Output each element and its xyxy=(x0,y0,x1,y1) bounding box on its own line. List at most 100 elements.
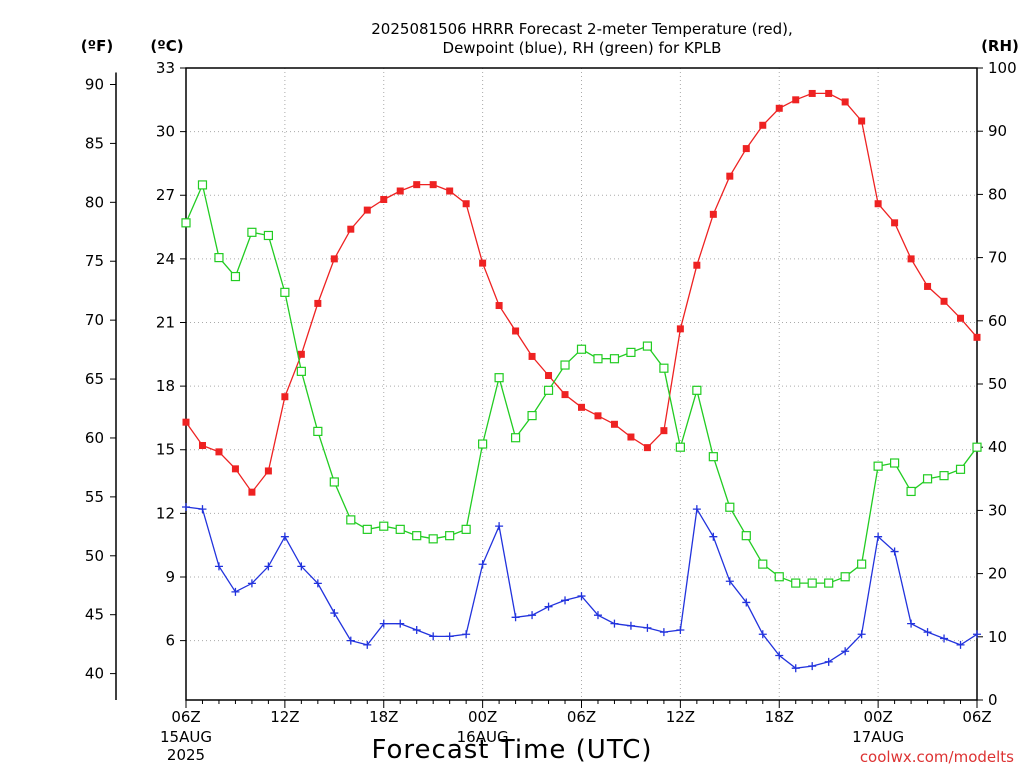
rh-point xyxy=(609,354,620,364)
rh-point xyxy=(758,559,768,569)
rh-series xyxy=(181,180,982,588)
rh-point xyxy=(560,360,570,370)
rh-point xyxy=(939,471,949,481)
dewpoint-point xyxy=(791,664,800,673)
temperature-point xyxy=(792,96,800,104)
dewpoint-point xyxy=(692,505,701,514)
temperature-point xyxy=(594,412,602,420)
fahrenheit-tick-label: 60 xyxy=(85,429,104,447)
dewpoint-point xyxy=(429,632,438,641)
time-tick-label: 00Z xyxy=(863,708,892,726)
rh-point xyxy=(280,287,290,297)
dewpoint-series xyxy=(182,503,981,673)
rh-point xyxy=(576,344,587,354)
rh-point xyxy=(230,271,241,282)
dewpoint-point xyxy=(363,640,372,649)
dewpoint-point xyxy=(709,532,718,541)
temperature-point xyxy=(363,206,371,214)
dewpoint-point xyxy=(775,651,784,660)
temperature-point xyxy=(973,333,981,341)
dewpoint-point xyxy=(412,626,421,635)
temperature-point xyxy=(413,181,421,189)
temperature-point xyxy=(479,259,487,267)
temperature-point xyxy=(462,200,470,208)
temperature-point xyxy=(627,433,635,441)
celsius-tick-label: 18 xyxy=(156,377,175,395)
time-tick-label: 12Z xyxy=(666,708,695,726)
dewpoint-point xyxy=(890,547,899,556)
temperature-point xyxy=(693,261,701,269)
time-tick-label: 18Z xyxy=(369,708,398,726)
temperature-point xyxy=(396,187,404,195)
celsius-tick-label: 27 xyxy=(156,186,175,204)
rh-point xyxy=(428,534,438,544)
fahrenheit-tick-label: 80 xyxy=(85,193,104,211)
dewpoint-point xyxy=(346,636,355,645)
chart-axes xyxy=(115,67,978,701)
rh-point xyxy=(247,227,257,237)
chart-title-line1: 2025081506 HRRR Forecast 2-meter Tempera… xyxy=(371,20,792,38)
dewpoint-point xyxy=(495,522,504,531)
temperature-point xyxy=(578,403,585,411)
rh-tick-label: 70 xyxy=(988,249,1007,267)
rh-point xyxy=(675,442,685,452)
rh-point xyxy=(626,347,636,357)
rh-tick-label: 50 xyxy=(988,375,1007,393)
rh-point xyxy=(527,411,537,421)
dewpoint-point xyxy=(313,579,322,588)
temperature-point xyxy=(281,393,289,401)
rh-point xyxy=(692,385,702,395)
temperature-point xyxy=(808,89,816,97)
celsius-tick-label: 6 xyxy=(165,632,175,650)
celsius-axis: 6 9 12 15 18 21 24 27 30 33 xyxy=(156,59,186,650)
rh-point xyxy=(494,373,504,383)
credit-link[interactable]: coolwx.com/modelts xyxy=(860,748,1014,766)
rh-point xyxy=(197,180,208,190)
rh-point xyxy=(313,426,323,436)
temperature-point xyxy=(380,195,388,203)
dewpoint-point xyxy=(577,592,586,601)
rh-point xyxy=(659,363,669,373)
grid-lines xyxy=(186,68,977,700)
rh-tick-label: 30 xyxy=(988,501,1007,519)
temperature-point xyxy=(643,444,651,452)
rh-point xyxy=(955,464,966,474)
temperature-point xyxy=(775,104,783,112)
time-tick-year: 2025 xyxy=(167,746,205,764)
temperature-point xyxy=(660,427,668,435)
temperature-point xyxy=(610,420,618,428)
dewpoint-point xyxy=(198,505,207,514)
dewpoint-point xyxy=(610,619,619,628)
temperature-point xyxy=(528,352,536,360)
dewpoint-point xyxy=(659,628,668,637)
rh-tick-label: 80 xyxy=(988,185,1007,203)
time-tick-label: 06Z xyxy=(962,708,991,726)
temperature-point xyxy=(314,299,322,307)
dewpoint-point xyxy=(956,640,965,649)
dewpoint-point xyxy=(247,579,256,588)
rh-point xyxy=(807,578,817,588)
dewpoint-point xyxy=(742,598,751,607)
temperature-point xyxy=(446,187,454,195)
dewpoint-point xyxy=(758,630,767,639)
rh-point xyxy=(379,521,389,531)
temperature-point xyxy=(874,200,882,208)
rh-point xyxy=(296,366,306,376)
dewpoint-point xyxy=(379,619,388,628)
dewpoint-point xyxy=(593,611,602,620)
rh-point xyxy=(478,439,488,449)
dewpoint-point xyxy=(907,619,916,628)
rh-point xyxy=(741,531,751,541)
dewpoint-point xyxy=(214,562,223,571)
dewpoint-point xyxy=(330,609,339,618)
temperature-point xyxy=(297,350,305,358)
rh-point xyxy=(214,253,224,263)
rh-tick-label: 90 xyxy=(988,122,1007,140)
rh-point xyxy=(346,515,356,525)
dewpoint-point xyxy=(396,619,405,628)
dewpoint-point xyxy=(511,613,520,622)
rh-point xyxy=(362,524,372,534)
temperature-point xyxy=(907,255,915,263)
dewpoint-point xyxy=(841,647,850,656)
